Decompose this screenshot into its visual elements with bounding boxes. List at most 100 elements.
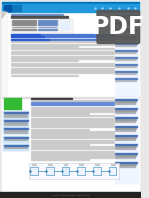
Bar bbox=[11, 44, 114, 45]
Bar bbox=[93, 167, 101, 175]
Bar bbox=[2, 4, 139, 12]
Bar bbox=[12, 29, 36, 30]
Bar bbox=[115, 64, 137, 65]
Bar bbox=[11, 46, 78, 47]
Text: © 2008  circuitstoday.com  All rights reserved: © 2008 circuitstoday.com All rights rese… bbox=[52, 194, 89, 196]
Bar bbox=[11, 39, 49, 40]
Bar bbox=[31, 102, 114, 103]
Bar bbox=[31, 140, 114, 141]
Bar bbox=[4, 5, 21, 11]
Bar bbox=[31, 157, 114, 158]
Bar bbox=[11, 65, 114, 66]
Bar bbox=[115, 153, 137, 154]
Bar bbox=[64, 164, 67, 165]
Bar bbox=[31, 153, 114, 154]
Bar bbox=[115, 111, 135, 112]
Bar bbox=[11, 72, 114, 73]
Bar bbox=[3, 119, 29, 126]
Bar bbox=[0, 192, 141, 198]
Bar bbox=[2, 12, 7, 97]
Bar bbox=[11, 36, 114, 37]
Bar bbox=[115, 155, 136, 156]
Bar bbox=[12, 22, 36, 23]
Bar bbox=[115, 164, 136, 165]
Bar bbox=[79, 164, 83, 165]
Bar bbox=[11, 53, 114, 54]
Bar bbox=[46, 167, 54, 175]
Bar bbox=[31, 124, 114, 125]
Bar bbox=[31, 135, 114, 136]
Bar bbox=[31, 98, 72, 99]
Bar bbox=[11, 68, 114, 69]
Bar bbox=[11, 60, 78, 61]
Bar bbox=[115, 110, 136, 111]
Bar bbox=[12, 20, 36, 21]
Bar bbox=[4, 130, 27, 131]
Bar bbox=[77, 167, 85, 175]
Bar bbox=[31, 129, 89, 130]
Bar bbox=[31, 155, 114, 156]
Bar bbox=[31, 146, 114, 147]
Bar bbox=[4, 120, 28, 121]
Bar bbox=[11, 48, 114, 49]
Bar bbox=[31, 137, 114, 138]
Bar bbox=[38, 20, 57, 21]
Bar bbox=[31, 100, 114, 101]
Bar bbox=[11, 58, 114, 59]
Bar bbox=[115, 108, 137, 109]
Bar bbox=[115, 29, 137, 30]
Bar bbox=[109, 167, 116, 175]
Bar bbox=[3, 111, 29, 118]
Bar bbox=[31, 126, 114, 127]
Bar bbox=[3, 136, 29, 143]
Bar bbox=[115, 45, 136, 46]
Bar bbox=[12, 24, 36, 25]
Bar bbox=[115, 99, 137, 100]
Bar bbox=[11, 70, 114, 71]
Bar bbox=[31, 111, 114, 112]
Bar bbox=[115, 97, 138, 183]
FancyBboxPatch shape bbox=[97, 10, 140, 44]
Bar bbox=[31, 115, 114, 116]
Bar bbox=[31, 109, 114, 110]
Bar bbox=[4, 147, 27, 148]
Bar bbox=[115, 66, 136, 67]
Bar bbox=[31, 144, 89, 145]
Bar bbox=[31, 133, 114, 134]
Bar bbox=[115, 166, 135, 167]
Bar bbox=[3, 144, 29, 151]
Bar bbox=[115, 162, 137, 163]
Bar bbox=[115, 146, 136, 147]
Bar bbox=[31, 107, 114, 108]
Bar bbox=[31, 151, 114, 152]
Bar bbox=[4, 137, 28, 138]
Bar bbox=[4, 98, 21, 109]
Bar bbox=[11, 63, 114, 64]
Bar bbox=[115, 121, 135, 122]
Bar bbox=[11, 14, 63, 15]
Bar bbox=[2, 2, 139, 4]
Bar bbox=[48, 164, 52, 165]
Bar bbox=[31, 131, 114, 132]
Bar bbox=[29, 163, 119, 179]
Bar bbox=[11, 34, 40, 35]
Bar bbox=[115, 50, 137, 51]
Bar bbox=[115, 52, 136, 53]
Bar bbox=[115, 31, 136, 32]
Bar bbox=[115, 14, 138, 97]
Text: PDF: PDF bbox=[92, 15, 145, 39]
Bar bbox=[3, 127, 29, 134]
Bar bbox=[59, 20, 70, 30]
Bar bbox=[32, 164, 36, 165]
Bar bbox=[38, 24, 57, 25]
Bar bbox=[4, 115, 27, 116]
Bar bbox=[11, 51, 114, 52]
Bar bbox=[115, 57, 137, 58]
Bar bbox=[38, 29, 57, 30]
Bar bbox=[115, 73, 136, 74]
Bar bbox=[115, 101, 136, 102]
Bar bbox=[31, 118, 114, 119]
Bar bbox=[62, 167, 69, 175]
Bar bbox=[11, 36, 45, 37]
Bar bbox=[115, 43, 137, 44]
